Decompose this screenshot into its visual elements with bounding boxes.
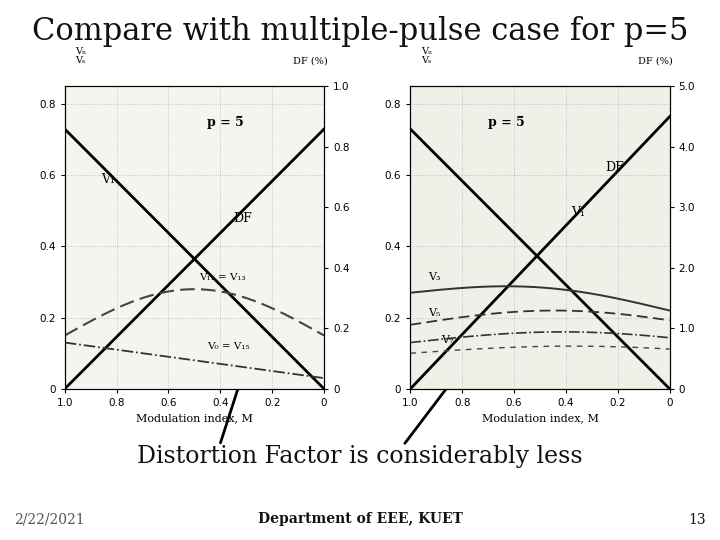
Text: p = 5: p = 5: [207, 116, 244, 129]
Text: Distortion Factor is considerably less: Distortion Factor is considerably less: [138, 446, 582, 469]
Text: DF: DF: [605, 161, 624, 174]
Text: Department of EEE, KUET: Department of EEE, KUET: [258, 512, 462, 526]
Text: V₁: V₁: [101, 173, 115, 186]
Text: DF (%): DF (%): [293, 56, 328, 65]
Text: V₀ = V₁₅: V₀ = V₁₅: [207, 342, 250, 352]
Text: V₇: V₇: [441, 335, 454, 346]
Text: 13: 13: [688, 512, 706, 526]
Text: V₁₁ = V₁₃: V₁₁ = V₁₃: [199, 273, 246, 282]
Text: DF (%): DF (%): [639, 56, 673, 65]
X-axis label: Modulation index, M: Modulation index, M: [482, 414, 598, 423]
Text: DF: DF: [233, 212, 252, 226]
Text: p = 5: p = 5: [488, 116, 525, 129]
Text: Vₙ
Vₛ: Vₙ Vₛ: [75, 46, 86, 65]
X-axis label: Modulation index, M: Modulation index, M: [136, 414, 253, 423]
Text: V₃: V₃: [428, 272, 441, 282]
Text: Compare with multiple-pulse case for p=5: Compare with multiple-pulse case for p=5: [32, 16, 688, 47]
Text: V₁: V₁: [571, 206, 585, 219]
Text: 2/22/2021: 2/22/2021: [14, 512, 85, 526]
Text: Vₙ
Vₛ: Vₙ Vₛ: [420, 46, 432, 65]
Text: V₅: V₅: [428, 308, 441, 318]
